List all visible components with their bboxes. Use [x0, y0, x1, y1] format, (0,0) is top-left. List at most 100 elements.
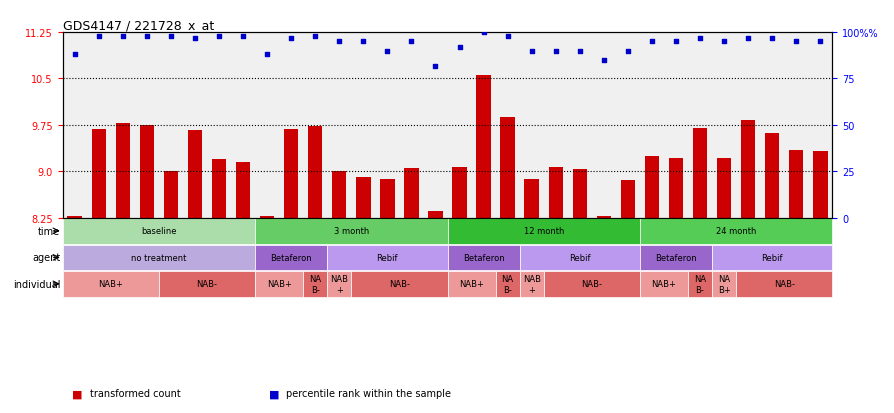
Bar — [259, 217, 274, 218]
FancyBboxPatch shape — [495, 271, 519, 297]
Bar — [620, 181, 635, 218]
Text: NAB+: NAB+ — [266, 280, 291, 289]
Bar — [67, 217, 82, 218]
Point — [716, 39, 730, 45]
FancyBboxPatch shape — [447, 245, 519, 271]
FancyBboxPatch shape — [159, 271, 255, 297]
Bar — [212, 159, 226, 218]
Text: NAB
+: NAB + — [522, 275, 540, 294]
Text: no treatment: no treatment — [131, 253, 186, 262]
Text: 24 month: 24 month — [715, 227, 755, 236]
Bar — [764, 133, 779, 218]
Bar — [813, 152, 827, 218]
Text: transformed count: transformed count — [89, 389, 180, 399]
Text: NA
B+: NA B+ — [717, 275, 730, 294]
FancyBboxPatch shape — [712, 245, 831, 271]
FancyBboxPatch shape — [639, 271, 687, 297]
Point — [789, 39, 803, 45]
Point — [692, 35, 706, 42]
Bar — [548, 168, 562, 218]
Point — [139, 33, 154, 40]
Text: 3 month: 3 month — [333, 227, 368, 236]
FancyBboxPatch shape — [255, 218, 447, 244]
Text: time: time — [38, 226, 60, 236]
Point — [451, 45, 466, 51]
Text: NA
B-: NA B- — [308, 275, 321, 294]
Text: ■: ■ — [268, 389, 279, 399]
Bar — [115, 124, 130, 218]
Text: ■: ■ — [72, 389, 82, 399]
Bar — [356, 178, 370, 218]
FancyBboxPatch shape — [327, 245, 447, 271]
Point — [283, 35, 298, 42]
Point — [212, 33, 226, 40]
Point — [308, 33, 322, 40]
Point — [236, 33, 250, 40]
Bar — [188, 131, 202, 218]
Bar — [740, 121, 755, 218]
Point — [380, 48, 394, 55]
Text: NAB-: NAB- — [581, 280, 602, 289]
FancyBboxPatch shape — [327, 271, 351, 297]
Text: NAB
+: NAB + — [330, 275, 348, 294]
FancyBboxPatch shape — [712, 271, 736, 297]
Text: NA
B-: NA B- — [501, 275, 513, 294]
Bar — [524, 180, 538, 218]
Bar — [91, 130, 105, 218]
Point — [67, 52, 81, 59]
Bar — [236, 163, 250, 218]
Bar — [716, 158, 730, 218]
Point — [476, 30, 490, 36]
FancyBboxPatch shape — [255, 245, 327, 271]
Bar — [476, 76, 490, 218]
Bar — [428, 212, 443, 218]
FancyBboxPatch shape — [639, 218, 831, 244]
Text: Betaferon: Betaferon — [270, 253, 312, 262]
FancyBboxPatch shape — [303, 271, 327, 297]
FancyBboxPatch shape — [63, 271, 159, 297]
Text: NAB+: NAB+ — [459, 280, 484, 289]
FancyBboxPatch shape — [544, 271, 639, 297]
Point — [644, 39, 658, 45]
Point — [356, 39, 370, 45]
Bar — [332, 172, 346, 218]
Point — [164, 33, 178, 40]
Bar — [380, 179, 394, 218]
Text: NAB-: NAB- — [389, 280, 409, 289]
Bar — [451, 168, 467, 218]
Text: 12 month: 12 month — [523, 227, 563, 236]
Text: NA
B-: NA B- — [693, 275, 705, 294]
Point — [332, 39, 346, 45]
FancyBboxPatch shape — [447, 218, 639, 244]
Text: NAB+: NAB+ — [651, 280, 676, 289]
Text: percentile rank within the sample: percentile rank within the sample — [286, 389, 451, 399]
Bar — [572, 169, 586, 218]
FancyBboxPatch shape — [63, 218, 255, 244]
Text: agent: agent — [32, 253, 60, 263]
Point — [596, 57, 611, 64]
Text: Rebif: Rebif — [761, 253, 782, 262]
Bar — [283, 130, 298, 218]
Point — [428, 63, 443, 70]
Point — [115, 33, 130, 40]
Point — [548, 48, 562, 55]
Text: Betaferon: Betaferon — [462, 253, 504, 262]
Point — [188, 35, 202, 42]
Bar — [668, 158, 682, 218]
Text: individual: individual — [13, 279, 60, 289]
Point — [620, 48, 635, 55]
Point — [500, 33, 514, 40]
Bar — [500, 118, 514, 218]
FancyBboxPatch shape — [736, 271, 831, 297]
Point — [813, 39, 827, 45]
Bar — [308, 127, 322, 218]
Text: Betaferon: Betaferon — [654, 253, 696, 262]
Text: Rebif: Rebif — [569, 253, 590, 262]
Bar — [164, 172, 178, 218]
FancyBboxPatch shape — [687, 271, 712, 297]
Text: GDS4147 / 221728_x_at: GDS4147 / 221728_x_at — [63, 19, 214, 32]
Point — [524, 48, 538, 55]
FancyBboxPatch shape — [519, 271, 544, 297]
Point — [572, 48, 586, 55]
Bar — [644, 157, 659, 218]
